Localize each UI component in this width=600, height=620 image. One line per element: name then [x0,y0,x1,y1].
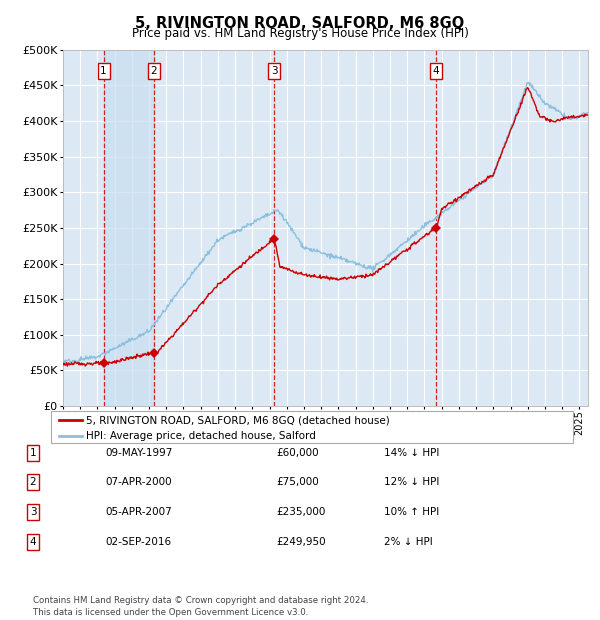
Text: £249,950: £249,950 [276,537,326,547]
Text: 4: 4 [433,66,439,76]
Text: 4: 4 [29,537,37,547]
Text: 14% ↓ HPI: 14% ↓ HPI [384,448,439,458]
Text: 5, RIVINGTON ROAD, SALFORD, M6 8GQ: 5, RIVINGTON ROAD, SALFORD, M6 8GQ [136,16,464,30]
Text: Contains HM Land Registry data © Crown copyright and database right 2024.
This d: Contains HM Land Registry data © Crown c… [33,596,368,617]
Bar [104,50,154,406]
Text: Price paid vs. HM Land Registry's House Price Index (HPI): Price paid vs. HM Land Registry's House … [131,27,469,40]
Text: HPI: Average price, detached house, Salford: HPI: Average price, detached house, Salf… [86,431,316,441]
Text: £75,000: £75,000 [276,477,319,487]
Text: 05-APR-2007: 05-APR-2007 [105,507,172,517]
Text: 1: 1 [100,66,107,76]
Text: 5, RIVINGTON ROAD, SALFORD, M6 8GQ (detached house): 5, RIVINGTON ROAD, SALFORD, M6 8GQ (deta… [86,415,390,425]
Text: 07-APR-2000: 07-APR-2000 [105,477,172,487]
Text: £235,000: £235,000 [276,507,325,517]
Text: 12% ↓ HPI: 12% ↓ HPI [384,477,439,487]
Text: 2% ↓ HPI: 2% ↓ HPI [384,537,433,547]
Text: 09-MAY-1997: 09-MAY-1997 [105,448,172,458]
Text: £60,000: £60,000 [276,448,319,458]
Text: 10% ↑ HPI: 10% ↑ HPI [384,507,439,517]
Text: 02-SEP-2016: 02-SEP-2016 [105,537,171,547]
Text: 2: 2 [151,66,157,76]
Text: 3: 3 [29,507,37,517]
Text: 2: 2 [29,477,37,487]
Text: 3: 3 [271,66,278,76]
Text: 1: 1 [29,448,37,458]
